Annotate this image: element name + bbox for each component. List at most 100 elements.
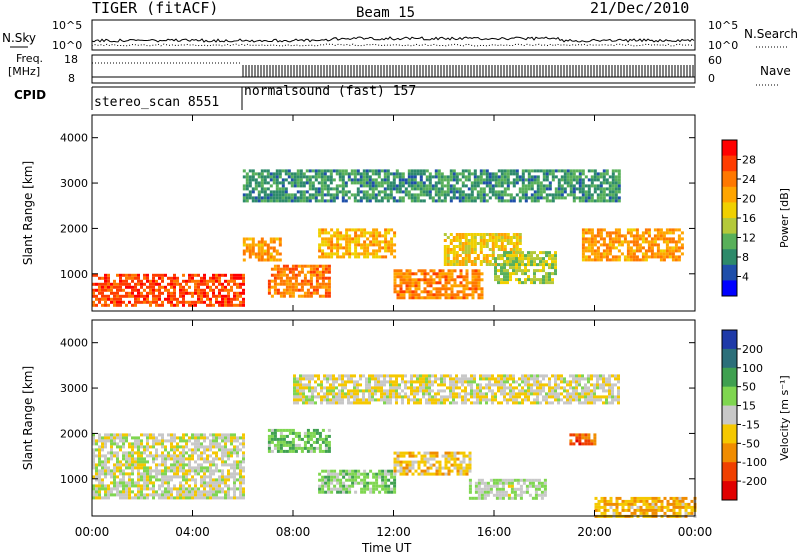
power-cell-r5 — [482, 233, 486, 236]
power-cell-r8 — [263, 190, 267, 194]
power-cell-r2 — [279, 276, 283, 280]
power-cell-r8 — [260, 190, 264, 194]
power-cell-r3 — [363, 243, 367, 247]
power-cell-r3 — [372, 228, 376, 232]
power-cell-r0 — [161, 285, 164, 289]
power-cell-r8 — [602, 190, 606, 194]
power-cell-r6 — [530, 260, 533, 264]
power-cell-r4 — [426, 278, 430, 282]
power-cell-r8 — [428, 172, 432, 176]
velocity-cell-r7 — [356, 383, 359, 387]
velocity-cell-r1 — [267, 449, 271, 453]
power-cell-r7 — [635, 231, 639, 235]
velocity-cell-r7 — [383, 380, 386, 384]
power-cell-r8 — [263, 193, 267, 197]
power-cell-r2 — [282, 264, 286, 268]
power-cell-r5 — [458, 248, 462, 251]
velocity-cell-r1 — [303, 443, 307, 447]
power-cell-r8 — [578, 190, 582, 194]
power-cell-r0 — [176, 303, 179, 307]
power-cell-r8 — [518, 175, 522, 179]
velocity-cell-r2 — [348, 469, 352, 473]
power-cell-r8 — [425, 190, 429, 194]
power-cell-r8 — [494, 196, 498, 200]
velocity-cell-r2 — [351, 472, 355, 476]
velocity-cell-r0 — [170, 448, 173, 452]
power-cell-r0 — [107, 273, 110, 277]
velocity-cell-r0 — [146, 496, 149, 500]
velocity-cell-r7 — [404, 380, 407, 384]
power-cell-r7 — [671, 255, 675, 259]
velocity-cell-r0 — [140, 451, 143, 455]
power-cell-r7 — [641, 234, 645, 238]
power-cell-r5 — [485, 239, 489, 242]
velocity-cell-r6 — [684, 505, 688, 509]
power-cell-r3 — [354, 243, 358, 247]
power-cell-r8 — [584, 196, 588, 200]
power-cell-r6 — [509, 272, 512, 276]
power-cell-r6 — [503, 254, 506, 258]
velocity-cell-r3 — [432, 472, 436, 476]
velocity-cell-r0 — [92, 475, 95, 479]
power-cell-r0 — [116, 282, 119, 286]
power-cell-r6 — [542, 275, 545, 279]
velocity-cell-r0 — [173, 463, 176, 467]
power-cell-r2 — [327, 276, 331, 280]
power-cell-r0 — [137, 297, 140, 301]
velocity-cell-r4 — [483, 490, 487, 494]
power-cell-r8 — [296, 169, 300, 173]
power-cell-r2 — [309, 267, 313, 271]
power-cell-r8 — [386, 175, 390, 179]
velocity-cell-r2 — [372, 475, 376, 479]
power-cell-r8 — [377, 193, 381, 197]
velocity-cell-r7 — [428, 380, 431, 384]
power-cell-r7 — [599, 234, 603, 238]
power-cell-r1 — [242, 258, 246, 262]
power-cell-r0 — [182, 273, 185, 277]
velocity-cell-r4 — [495, 487, 499, 491]
velocity-cell-r4 — [495, 493, 499, 497]
power-cell-r8 — [437, 178, 441, 182]
velocity-cell-r0 — [131, 484, 134, 488]
power-colorbar-swatch — [722, 155, 737, 172]
power-cell-r4 — [402, 275, 406, 279]
velocity-cell-r4 — [519, 484, 523, 488]
velocity-cell-r3 — [423, 457, 427, 461]
velocity-cell-r0 — [215, 496, 218, 500]
power-cell-r0 — [158, 282, 161, 286]
power-cell-r0 — [134, 300, 137, 304]
power-cell-r7 — [662, 249, 666, 253]
power-cell-r0 — [128, 273, 131, 277]
velocity-cell-r7 — [359, 401, 362, 405]
velocity-cell-r4 — [474, 496, 478, 500]
power-cell-r1 — [260, 258, 264, 262]
velocity-cell-r0 — [179, 463, 182, 467]
velocity-cell-r6 — [666, 499, 670, 503]
power-cell-r8 — [296, 172, 300, 176]
velocity-cell-r3 — [417, 466, 421, 470]
power-cell-r8 — [407, 193, 411, 197]
power-cell-r0 — [140, 285, 143, 289]
velocity-cell-r0 — [110, 436, 113, 440]
power-cell-r4 — [408, 287, 412, 291]
power-cell-r8 — [611, 196, 615, 200]
power-cell-r8 — [419, 190, 423, 194]
power-cell-r0 — [200, 300, 203, 304]
velocity-cell-r1 — [306, 431, 310, 435]
velocity-cell-r3 — [402, 451, 406, 455]
power-cell-r2 — [282, 282, 286, 286]
velocity-cell-r0 — [137, 445, 140, 449]
power-cell-r0 — [143, 273, 146, 277]
velocity-cell-r6 — [654, 505, 658, 509]
power-cell-r0 — [140, 291, 143, 295]
velocity-cell-r3 — [408, 460, 412, 464]
power-cell-r6 — [494, 257, 497, 261]
velocity-cell-r7 — [419, 374, 422, 378]
velocity-cell-r6 — [600, 496, 604, 500]
power-cell-r2 — [297, 264, 301, 268]
velocity-cell-r2 — [327, 472, 331, 476]
velocity-cell-r7 — [341, 377, 344, 381]
power-cell-r7 — [608, 243, 612, 247]
velocity-cell-r7 — [416, 374, 419, 378]
power-cell-r3 — [354, 252, 358, 256]
